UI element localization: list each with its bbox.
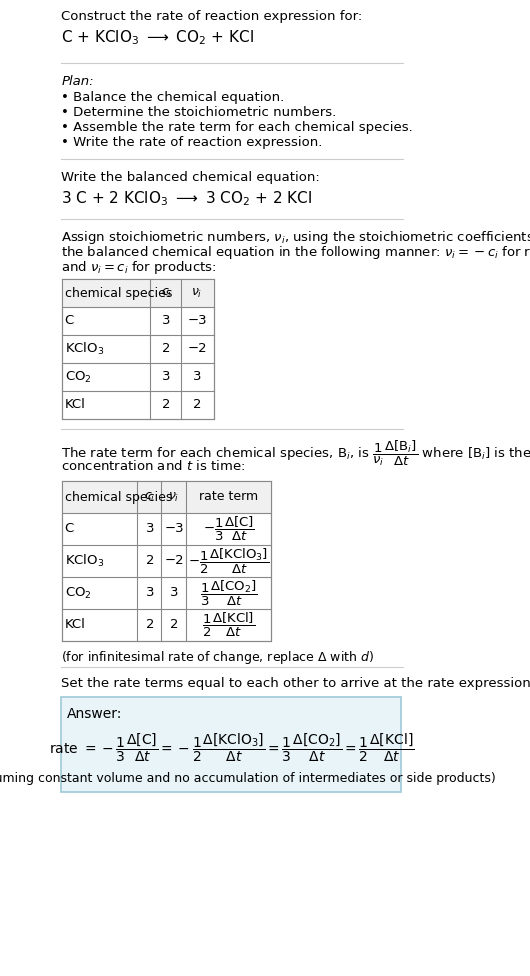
Text: CO$_2$: CO$_2$ [65, 586, 91, 600]
Text: $-\dfrac{1}{3}\dfrac{\Delta[\mathrm{C}]}{\Delta t}$: $-\dfrac{1}{3}\dfrac{\Delta[\mathrm{C}]}… [203, 515, 254, 543]
Text: • Determine the stoichiometric numbers.: • Determine the stoichiometric numbers. [61, 106, 337, 119]
Text: the balanced chemical equation in the following manner: $\nu_i = -c_i$ for react: the balanced chemical equation in the fo… [61, 244, 530, 261]
Text: 2: 2 [146, 619, 154, 631]
Text: C + KClO$_3$ $\longrightarrow$ CO$_2$ + KCl: C + KClO$_3$ $\longrightarrow$ CO$_2$ + … [61, 28, 254, 47]
Text: KClO$_3$: KClO$_3$ [65, 553, 104, 569]
FancyBboxPatch shape [61, 697, 401, 792]
Text: C: C [65, 522, 74, 536]
Text: Write the balanced chemical equation:: Write the balanced chemical equation: [61, 171, 320, 184]
Text: Set the rate terms equal to each other to arrive at the rate expression:: Set the rate terms equal to each other t… [61, 677, 530, 690]
Text: 2: 2 [170, 619, 179, 631]
Text: $c_i$: $c_i$ [161, 286, 172, 300]
Text: Plan:: Plan: [61, 75, 94, 88]
Text: −2: −2 [164, 554, 184, 567]
FancyBboxPatch shape [62, 279, 214, 419]
Text: (for infinitesimal rate of change, replace Δ with $d$): (for infinitesimal rate of change, repla… [61, 649, 374, 666]
FancyBboxPatch shape [62, 279, 214, 307]
Text: concentration and $t$ is time:: concentration and $t$ is time: [61, 459, 245, 473]
Text: KCl: KCl [65, 398, 85, 412]
Text: 3: 3 [162, 371, 171, 384]
FancyBboxPatch shape [62, 481, 271, 513]
Text: KCl: KCl [65, 619, 85, 631]
Text: • Balance the chemical equation.: • Balance the chemical equation. [61, 91, 285, 104]
Text: Construct the rate of reaction expression for:: Construct the rate of reaction expressio… [61, 10, 363, 23]
Text: 3: 3 [146, 587, 154, 599]
Text: rate $= -\dfrac{1}{3}\dfrac{\Delta[\mathrm{C}]}{\Delta t} = -\dfrac{1}{2}\dfrac{: rate $= -\dfrac{1}{3}\dfrac{\Delta[\math… [49, 732, 414, 764]
Text: 3: 3 [170, 587, 179, 599]
Text: $c_i$: $c_i$ [144, 491, 155, 504]
Text: chemical species: chemical species [65, 491, 172, 504]
Text: rate term: rate term [199, 491, 258, 504]
Text: 2: 2 [162, 398, 171, 412]
Text: 2: 2 [193, 398, 201, 412]
Text: 3: 3 [146, 522, 154, 536]
Text: 3: 3 [193, 371, 201, 384]
Text: • Write the rate of reaction expression.: • Write the rate of reaction expression. [61, 136, 323, 149]
Text: −2: −2 [187, 343, 207, 355]
Text: chemical species: chemical species [65, 287, 172, 300]
Text: KClO$_3$: KClO$_3$ [65, 341, 104, 357]
Text: $\nu_i$: $\nu_i$ [191, 286, 203, 300]
Text: $\dfrac{1}{2}\dfrac{\Delta[\mathrm{KCl}]}{\Delta t}$: $\dfrac{1}{2}\dfrac{\Delta[\mathrm{KCl}]… [202, 611, 255, 639]
Text: and $\nu_i = c_i$ for products:: and $\nu_i = c_i$ for products: [61, 259, 217, 276]
Text: • Assemble the rate term for each chemical species.: • Assemble the rate term for each chemic… [61, 121, 413, 134]
Text: 2: 2 [162, 343, 171, 355]
Text: 3 C + 2 KClO$_3$ $\longrightarrow$ 3 CO$_2$ + 2 KCl: 3 C + 2 KClO$_3$ $\longrightarrow$ 3 CO$… [61, 189, 312, 208]
Text: 3: 3 [162, 314, 171, 328]
Text: The rate term for each chemical species, B$_i$, is $\dfrac{1}{\nu_i}\dfrac{\Delt: The rate term for each chemical species,… [61, 439, 530, 468]
Text: (assuming constant volume and no accumulation of intermediates or side products): (assuming constant volume and no accumul… [0, 772, 496, 785]
Text: −3: −3 [164, 522, 184, 536]
Text: $\dfrac{1}{3}\dfrac{\Delta[\mathrm{CO_2}]}{\Delta t}$: $\dfrac{1}{3}\dfrac{\Delta[\mathrm{CO_2}… [200, 579, 258, 608]
Text: −3: −3 [187, 314, 207, 328]
Text: $-\dfrac{1}{2}\dfrac{\Delta[\mathrm{KClO_3}]}{\Delta t}$: $-\dfrac{1}{2}\dfrac{\Delta[\mathrm{KClO… [188, 547, 269, 576]
Text: 2: 2 [146, 554, 154, 567]
Text: Answer:: Answer: [67, 707, 122, 721]
FancyBboxPatch shape [62, 481, 271, 641]
Text: Assign stoichiometric numbers, $\nu_i$, using the stoichiometric coefficients, $: Assign stoichiometric numbers, $\nu_i$, … [61, 229, 530, 246]
Text: C: C [65, 314, 74, 328]
Text: $\nu_i$: $\nu_i$ [169, 491, 180, 504]
Text: CO$_2$: CO$_2$ [65, 370, 91, 385]
